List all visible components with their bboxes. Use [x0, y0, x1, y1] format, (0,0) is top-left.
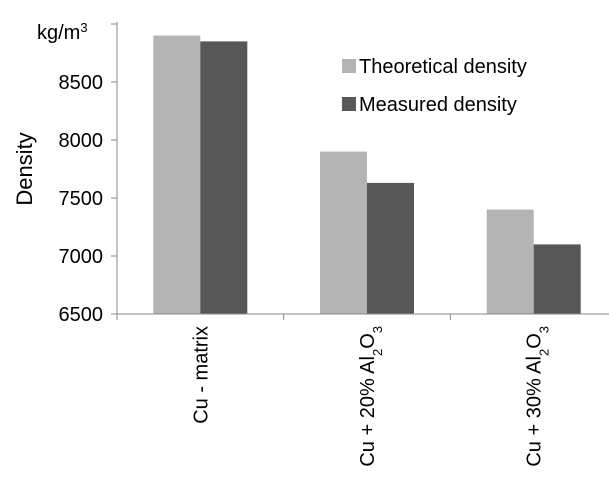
x-category-label-1: Cu + 20% Al2O3 [357, 326, 385, 467]
bar-measured-density-1 [367, 182, 414, 314]
y-axis-title: Density [12, 132, 37, 205]
bars-layer [153, 35, 581, 315]
bar-theoretical-density-1 [320, 151, 367, 314]
bar-theoretical-density-0 [153, 35, 201, 314]
bar-theoretical-density-2 [486, 209, 534, 314]
labels-layer: 6500 7000 7500 8000 8500 Cu - matrix Cu + 20% … [12, 20, 551, 467]
x-category-label-0: Cu - matrix [190, 326, 212, 424]
legend-swatch-1 [342, 97, 356, 111]
axes-layer [111, 22, 609, 320]
chart-legend: Theoretical density Measured density [342, 56, 527, 116]
y-axis-unit: kg/m3 [37, 20, 88, 45]
y-tick-label-2: 7500 [59, 188, 104, 210]
y-tick-label-3: 8000 [59, 130, 104, 152]
legend-label-0: Theoretical density [359, 56, 527, 78]
legend-label-1: Measured density [359, 94, 517, 116]
y-tick-label-0: 6500 [59, 304, 104, 326]
x-category-label-2: Cu + 30% Al2O3 [524, 326, 552, 467]
y-tick-label-1: 7000 [59, 246, 104, 268]
y-tick-label-4: 8500 [59, 72, 104, 94]
bar-measured-density-2 [533, 244, 581, 314]
bar-measured-density-0 [200, 41, 248, 315]
legend-swatch-0 [342, 59, 356, 73]
